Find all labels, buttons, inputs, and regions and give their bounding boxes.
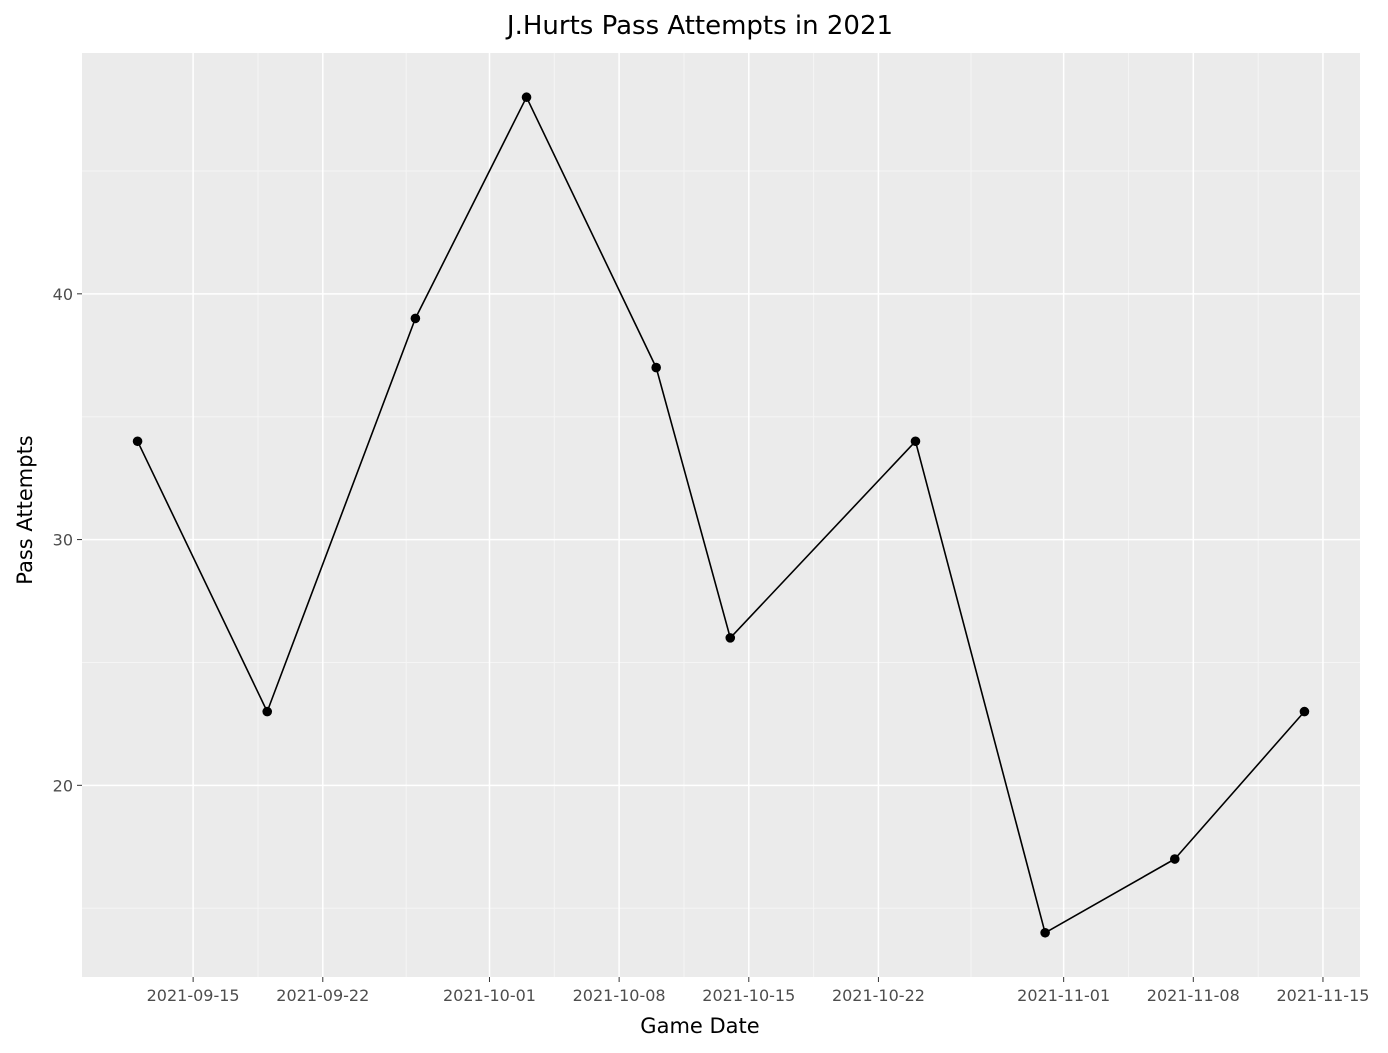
- x-axis-title: Game Date: [640, 1014, 759, 1038]
- y-tick-label-20: 20: [53, 776, 73, 795]
- series-points-group: [132, 92, 1310, 938]
- series-line-group: [136, 96, 1306, 934]
- data-point-2: [262, 706, 273, 717]
- data-point-7: [910, 436, 921, 447]
- data-point-9: [1169, 854, 1180, 864]
- data-point-3: [410, 313, 421, 324]
- data-point-1: [132, 436, 143, 447]
- chart-title: J.Hurts Pass Attempts in 2021: [505, 11, 893, 41]
- minor-gridlines: [82, 53, 1360, 977]
- x-tick-label-2: 2021-09-22: [276, 986, 369, 1005]
- x-tick-label-6: 2021-10-22: [832, 986, 925, 1005]
- x-axis-tick-labels: 2021-09-15 2021-09-22 2021-10-01 2021-10-08…: [147, 986, 1370, 1005]
- x-tick-label-3: 2021-10-01: [443, 986, 536, 1005]
- data-point-5: [651, 362, 661, 373]
- axis-ticks: [77, 293, 1324, 982]
- data-point-4: [521, 92, 532, 103]
- data-point-8: [1040, 927, 1050, 938]
- y-tick-label-30: 30: [53, 531, 73, 550]
- x-tick-label-7: 2021-11-01: [1017, 986, 1110, 1005]
- x-tick-label-9: 2021-11-15: [1276, 986, 1369, 1005]
- y-axis-tick-labels: 20 30 40: [53, 285, 73, 795]
- x-tick-label-4: 2021-10-08: [573, 986, 666, 1005]
- x-tick-label-5: 2021-10-15: [702, 986, 795, 1005]
- y-tick-label-40: 40: [53, 285, 73, 304]
- series-line: [136, 96, 1306, 934]
- x-tick-label-8: 2021-11-08: [1147, 986, 1240, 1005]
- x-tick-label-1: 2021-09-15: [147, 986, 240, 1005]
- plot-panel: [82, 53, 1360, 977]
- y-axis-title: Pass Attempts: [13, 435, 37, 585]
- major-gridlines: [82, 53, 1360, 977]
- data-point-6: [725, 633, 736, 643]
- data-point-10: [1299, 706, 1310, 717]
